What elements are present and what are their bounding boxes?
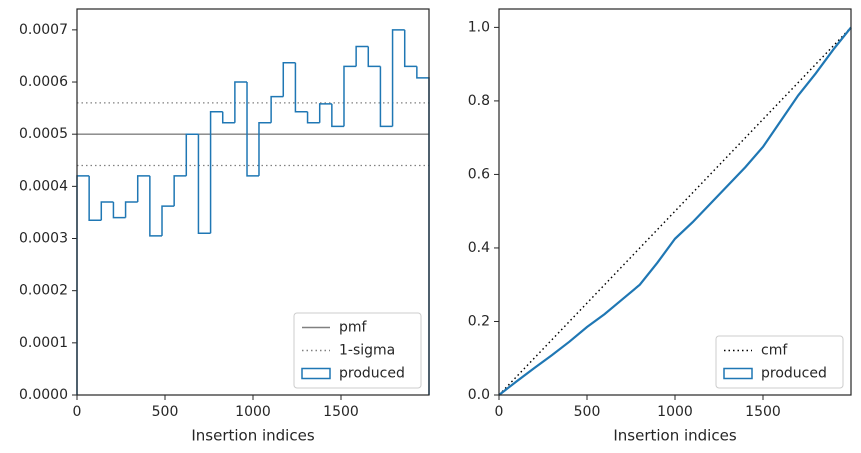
legend-label: produced [339,366,405,382]
histogram-step [246,82,259,177]
histogram-step [100,201,114,221]
legend-label: cmf [761,343,788,359]
y-tick-label: 0.2 [468,313,490,329]
y-tick-label: 0.0006 [19,74,68,90]
y-tick-label: 0.0000 [19,387,68,403]
line-series [498,26,852,396]
y-tick-label: 1.0 [468,19,490,35]
histogram-step [355,45,369,67]
x-tick-label: 1000 [657,404,693,420]
legend-label: pmf [339,320,368,336]
histogram-step [197,134,211,235]
histogram-step [331,103,344,128]
axes-frame [76,8,430,396]
x-tick-label: 1000 [235,404,271,420]
x-tick-label: 0 [495,404,504,420]
histogram-step [379,66,393,128]
histogram-step [88,175,102,222]
y-tick-label: 0.0005 [19,126,68,142]
x-tick-label: 500 [574,404,601,420]
histogram-step [221,111,235,124]
axes: 0 500 1000 1500 0.0 0.2 0.4 0.6 0.8 1.0 Insertion … [468,19,781,444]
histogram-step [391,29,405,127]
axes: 0 500 1000 1500 0.0000 0.0001 0.0002 0.0003 0.00… [19,22,359,445]
legend: cmf produced [715,335,844,389]
x-tick-label: 500 [152,404,179,420]
x-tick-label: 0 [73,404,82,420]
x-tick-label: 1500 [323,404,359,420]
histogram-step [161,205,175,236]
histogram-step [173,175,187,207]
legend-swatch [723,367,753,380]
histogram-step [403,29,417,68]
histogram-step [149,175,163,237]
histogram-step [367,46,381,68]
legend-label: produced [761,366,827,382]
y-tick-label: 0.0003 [19,231,68,247]
y-tick-label: 0.0007 [19,22,68,38]
legend: pmf 1-sigma produced [293,312,422,389]
histogram-step [136,175,150,202]
histogram-step [306,111,320,124]
histogram-step [209,111,223,234]
y-tick-label: 0.0001 [19,335,68,351]
y-tick-label: 0.8 [468,93,490,109]
x-axis-label: Insertion indices [613,427,736,445]
y-tick-label: 0.0002 [19,283,68,299]
histogram-step [76,175,90,395]
y-tick-label: 0.4 [468,240,490,256]
legend-label: 1-sigma [339,343,395,359]
axes-frame [498,8,852,396]
legend-swatch [301,367,331,380]
histogram-step [112,202,126,219]
histogram-step [282,61,296,97]
histogram-step [294,62,308,113]
histogram-step [258,121,272,176]
histogram-step [124,201,138,218]
y-tick-label: 0.0 [468,387,490,403]
line-series [498,26,852,396]
histogram-step [234,81,248,123]
histogram-step [270,95,284,123]
x-tick-label: 1500 [745,404,781,420]
x-axis-label: Insertion indices [191,427,314,445]
histogram-step [185,133,199,176]
histogram-step [343,65,357,127]
y-tick-label: 0.0004 [19,178,68,194]
y-tick-label: 0.6 [468,166,490,182]
histogram-step [318,103,332,123]
legend-frame [715,335,844,389]
